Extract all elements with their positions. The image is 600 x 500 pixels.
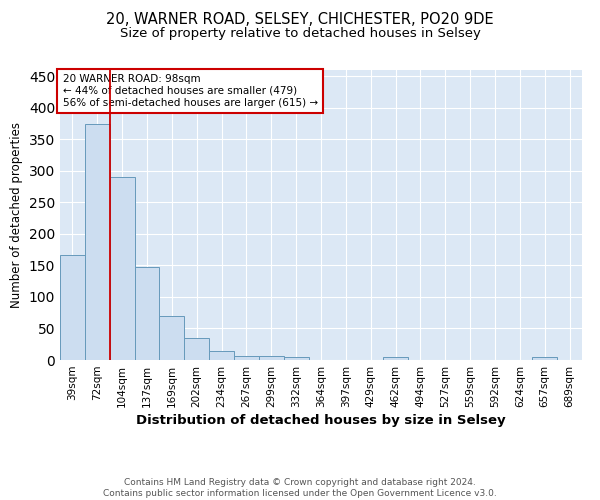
X-axis label: Distribution of detached houses by size in Selsey: Distribution of detached houses by size … bbox=[136, 414, 506, 427]
Text: Contains HM Land Registry data © Crown copyright and database right 2024.
Contai: Contains HM Land Registry data © Crown c… bbox=[103, 478, 497, 498]
Bar bbox=[134, 266, 160, 360]
Bar bbox=[532, 358, 557, 360]
Bar bbox=[209, 351, 234, 360]
Bar bbox=[60, 254, 85, 360]
Bar bbox=[259, 356, 284, 360]
Text: 20, WARNER ROAD, SELSEY, CHICHESTER, PO20 9DE: 20, WARNER ROAD, SELSEY, CHICHESTER, PO2… bbox=[106, 12, 494, 28]
Bar bbox=[85, 124, 110, 360]
Text: Size of property relative to detached houses in Selsey: Size of property relative to detached ho… bbox=[119, 28, 481, 40]
Bar bbox=[160, 316, 184, 360]
Bar bbox=[284, 358, 308, 360]
Bar bbox=[184, 338, 209, 360]
Bar bbox=[234, 356, 259, 360]
Text: 20 WARNER ROAD: 98sqm
← 44% of detached houses are smaller (479)
56% of semi-det: 20 WARNER ROAD: 98sqm ← 44% of detached … bbox=[62, 74, 318, 108]
Y-axis label: Number of detached properties: Number of detached properties bbox=[10, 122, 23, 308]
Bar bbox=[110, 177, 134, 360]
Bar bbox=[383, 358, 408, 360]
